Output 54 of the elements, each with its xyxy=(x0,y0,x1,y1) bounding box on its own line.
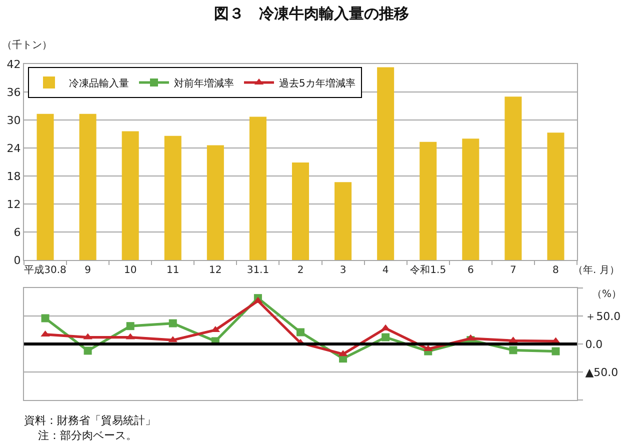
x-tick-label: 7 xyxy=(510,265,516,276)
x-axis-title: （年. 月） xyxy=(573,264,620,276)
y-tick-label: ＋50.0 xyxy=(585,310,621,323)
y-tick-label: 0 xyxy=(14,254,21,267)
y-axis-title: （千トン） xyxy=(2,39,52,51)
bar xyxy=(249,116,266,260)
x-tick-label: 31.1 xyxy=(246,265,270,276)
x-tick-label: 8 xyxy=(552,265,559,276)
bar xyxy=(504,96,522,260)
bar xyxy=(292,162,310,260)
x-tick-label: 9 xyxy=(84,265,91,276)
bar xyxy=(122,131,139,260)
x-tick-label: 平成30.8 xyxy=(24,264,66,276)
bar xyxy=(206,145,224,260)
y-tick-label: ▲50.0 xyxy=(585,366,618,379)
bar xyxy=(164,136,182,260)
text: 資料：財務省「貿易統計」 xyxy=(24,414,156,427)
point xyxy=(509,346,518,354)
x-tick-label: 3 xyxy=(340,265,346,276)
x-tick-label: 6 xyxy=(467,265,474,276)
y-tick-label: 0.0 xyxy=(585,338,603,351)
y-tick-label: 36 xyxy=(6,86,21,99)
bar xyxy=(334,182,352,260)
bar xyxy=(36,114,54,260)
y-tick-label: 42 xyxy=(6,58,21,71)
point xyxy=(382,333,390,342)
bar xyxy=(420,142,437,260)
x-tick-label: 12 xyxy=(209,265,222,276)
y-tick-label: 12 xyxy=(6,198,21,211)
y-tick-label: 30 xyxy=(6,114,21,127)
point xyxy=(168,319,177,328)
legend-label: 過去5カ年増減率 xyxy=(279,77,356,90)
legend-label: 冷凍品輸入量 xyxy=(69,77,129,90)
x-tick-label: 2 xyxy=(297,265,304,276)
x-tick-label: 令和1.5 xyxy=(410,264,446,276)
legend-label: 対前年増減率 xyxy=(174,77,234,90)
x-tick-label: 10 xyxy=(124,265,137,276)
point xyxy=(41,314,50,322)
point xyxy=(296,328,304,336)
y-tick-label: 6 xyxy=(14,226,21,239)
chart-title: 図３ 冷凍牛肉輸入量の推移 xyxy=(214,4,409,22)
bar xyxy=(377,67,394,260)
bar xyxy=(462,138,480,260)
x-tick-label: 11 xyxy=(166,265,180,276)
y-tick-label: 24 xyxy=(6,142,21,155)
y-axis-title: （%） xyxy=(592,289,622,300)
point xyxy=(552,347,560,356)
x-tick-label: 4 xyxy=(382,265,389,276)
bar xyxy=(547,132,564,260)
bar xyxy=(79,114,96,260)
point xyxy=(84,346,92,355)
point xyxy=(126,322,134,330)
text: 注：部分肉ベース。 xyxy=(38,429,137,442)
y-tick-label: 18 xyxy=(6,170,21,183)
